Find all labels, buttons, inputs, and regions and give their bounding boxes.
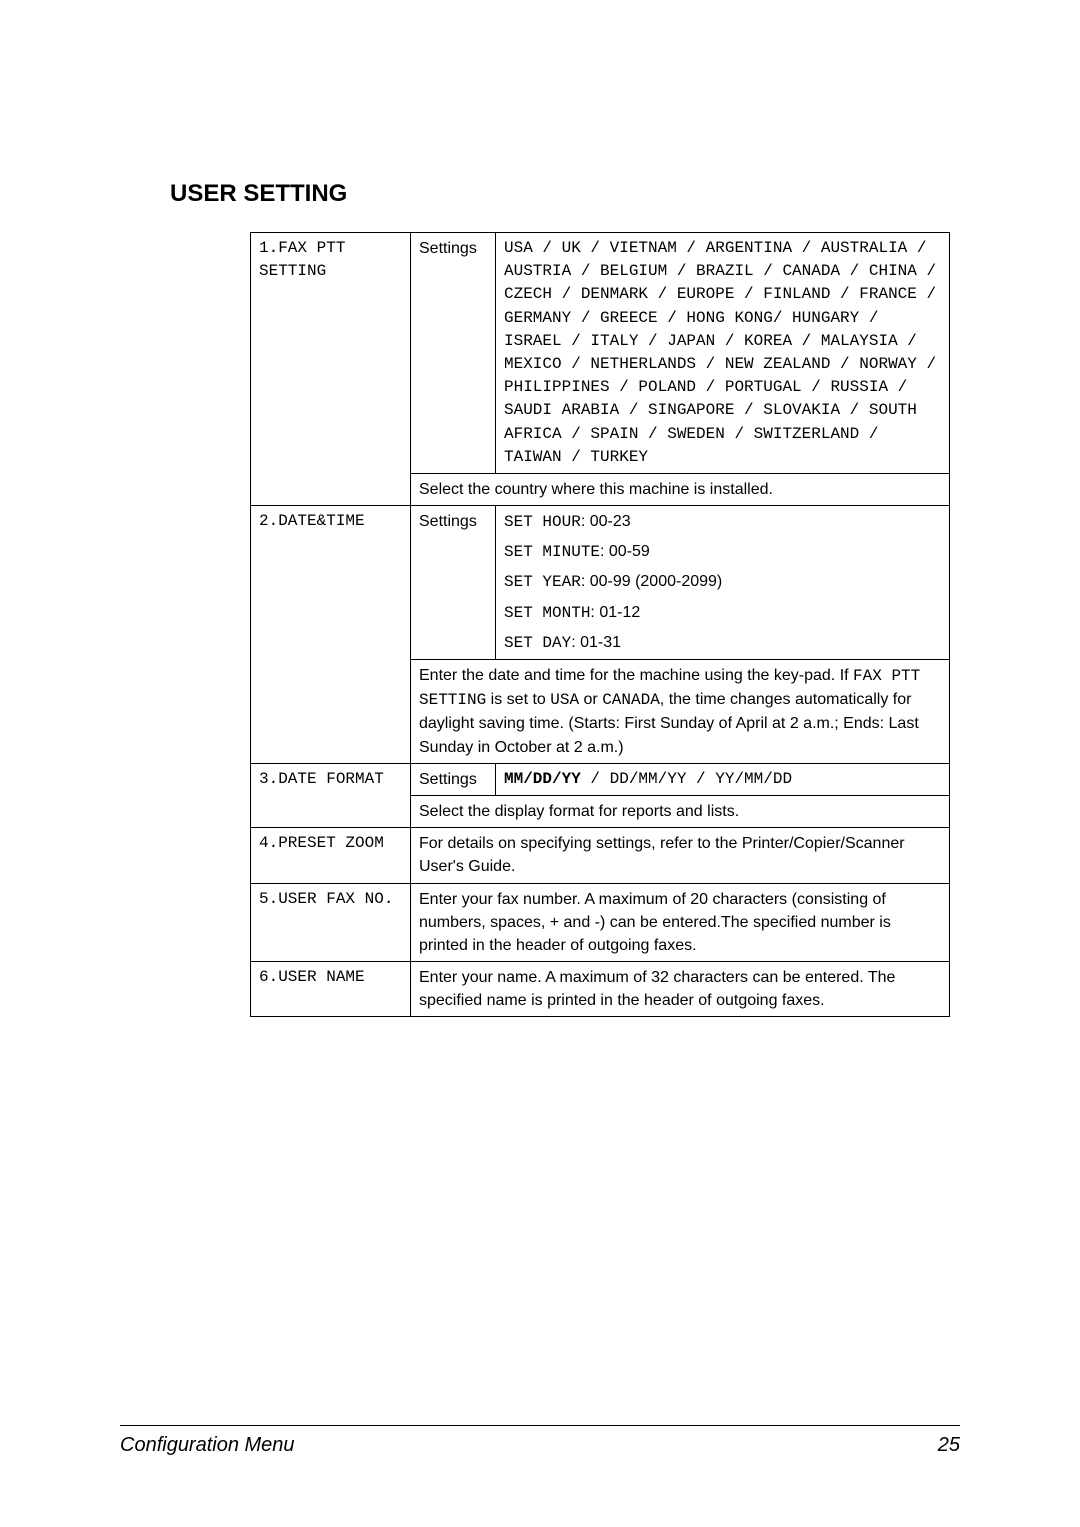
table-row: 3.DATE FORMAT Settings MM/DD/YY / DD/MM/… — [251, 763, 950, 795]
other-formats: / DD/MM/YY / YY/MM/DD — [581, 770, 792, 788]
cell-desc: Enter your fax number. A maximum of 20 c… — [411, 883, 950, 962]
page-number: 25 — [938, 1434, 960, 1457]
cell-desc: Enter the date and time for the machine … — [411, 660, 950, 764]
cell-desc: Select the country where this machine is… — [411, 473, 950, 505]
table-row: 2.DATE&TIME Settings SET HOUR: 00-23 SET… — [251, 506, 950, 660]
cell-settings-label: Settings — [411, 506, 496, 660]
cell-settings-label: Settings — [411, 763, 496, 795]
cell-desc: Enter your name. A maximum of 32 charact… — [411, 962, 950, 1017]
settings-table: 1.FAX PTT SETTING Settings USA / UK / VI… — [250, 232, 950, 1017]
desc-mono: CANADA — [602, 691, 660, 709]
desc-text: Enter the date and time for the machine … — [419, 667, 853, 684]
desc-mono: USA — [550, 691, 579, 709]
cell-countries: USA / UK / VIETNAM / ARGENTINA / AUSTRAL… — [496, 233, 950, 474]
cell-userfax: 5.USER FAX NO. — [251, 883, 411, 962]
table-row: 1.FAX PTT SETTING Settings USA / UK / VI… — [251, 233, 950, 474]
cell-datetime: 2.DATE&TIME — [251, 506, 411, 764]
desc-text: is set to — [486, 691, 550, 708]
desc-text: or — [579, 691, 602, 708]
set-month-val: : 01-12 — [590, 604, 640, 621]
page-footer: Configuration Menu 25 — [120, 1425, 960, 1457]
set-hour-label: SET HOUR — [504, 513, 581, 531]
set-month-label: SET MONTH — [504, 604, 590, 622]
set-minute-label: SET MINUTE — [504, 543, 600, 561]
set-day-label: SET DAY — [504, 634, 571, 652]
cell-fax-ptt: 1.FAX PTT SETTING — [251, 233, 411, 506]
cell-presetzoom: 4.PRESET ZOOM — [251, 828, 411, 883]
set-minute-val: : 00-59 — [600, 543, 650, 560]
cell-desc: For details on specifying settings, refe… — [411, 828, 950, 883]
set-year-label: SET YEAR — [504, 573, 581, 591]
cell-settings-label: Settings — [411, 233, 496, 474]
cell-dateformat: 3.DATE FORMAT — [251, 763, 411, 827]
set-day-val: : 01-31 — [571, 634, 621, 651]
cell-datetime-values: SET HOUR: 00-23 SET MINUTE: 00-59 SET YE… — [496, 506, 950, 660]
set-hour-val: : 00-23 — [581, 513, 631, 530]
table-row: 4.PRESET ZOOM For details on specifying … — [251, 828, 950, 883]
section-heading: USER SETTING — [170, 180, 960, 208]
default-format: MM/DD/YY — [504, 770, 581, 788]
table-row: 5.USER FAX NO. Enter your fax number. A … — [251, 883, 950, 962]
table-row: 6.USER NAME Enter your name. A maximum o… — [251, 962, 950, 1017]
cell-desc: Select the display format for reports an… — [411, 795, 950, 827]
cell-dateformat-values: MM/DD/YY / DD/MM/YY / YY/MM/DD — [496, 763, 950, 795]
set-year-val: : 00-99 (2000-2099) — [581, 573, 722, 590]
cell-username: 6.USER NAME — [251, 962, 411, 1017]
footer-title: Configuration Menu — [120, 1434, 295, 1457]
